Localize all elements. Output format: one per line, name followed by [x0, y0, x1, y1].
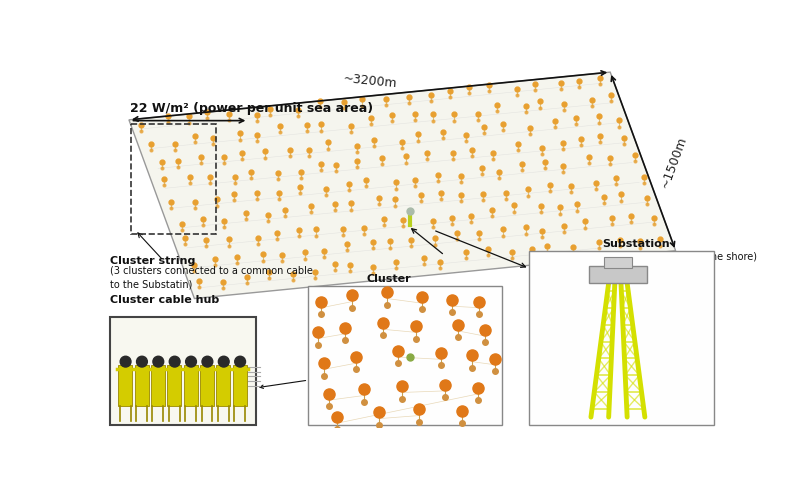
Circle shape [202, 357, 213, 367]
Text: Cluster string: Cluster string [110, 256, 195, 266]
Bar [530, 251, 714, 425]
Text: (3 clusters connected to a common cable
to the Substatin): (3 clusters connected to a common cable … [110, 265, 313, 289]
Bar [589, 266, 647, 284]
Bar [134, 366, 149, 407]
Text: ~1500m: ~1500m [658, 134, 690, 190]
Circle shape [153, 357, 164, 367]
Bar [604, 257, 632, 268]
Circle shape [218, 357, 229, 367]
Text: Cluster cable hub: Cluster cable hub [110, 294, 219, 304]
Bar [200, 366, 214, 407]
Text: ~3200m: ~3200m [342, 72, 398, 91]
Text: Cluster: Cluster [367, 274, 411, 284]
Bar [216, 366, 230, 407]
Circle shape [186, 357, 197, 367]
Text: (with export cable to the shore): (with export cable to the shore) [602, 251, 758, 261]
Bar [110, 317, 256, 425]
Bar [308, 287, 502, 425]
Text: 22 W/m² (power per unit sea area): 22 W/m² (power per unit sea area) [130, 102, 374, 115]
Bar [131, 125, 216, 234]
Polygon shape [129, 73, 676, 299]
Bar [167, 366, 182, 407]
Bar [151, 366, 165, 407]
Circle shape [234, 357, 246, 367]
Bar [184, 366, 198, 407]
Circle shape [137, 357, 147, 367]
Circle shape [120, 357, 131, 367]
Bar [233, 366, 246, 407]
Bar [118, 366, 132, 407]
Text: Substation: Substation [602, 238, 670, 248]
Circle shape [170, 357, 180, 367]
